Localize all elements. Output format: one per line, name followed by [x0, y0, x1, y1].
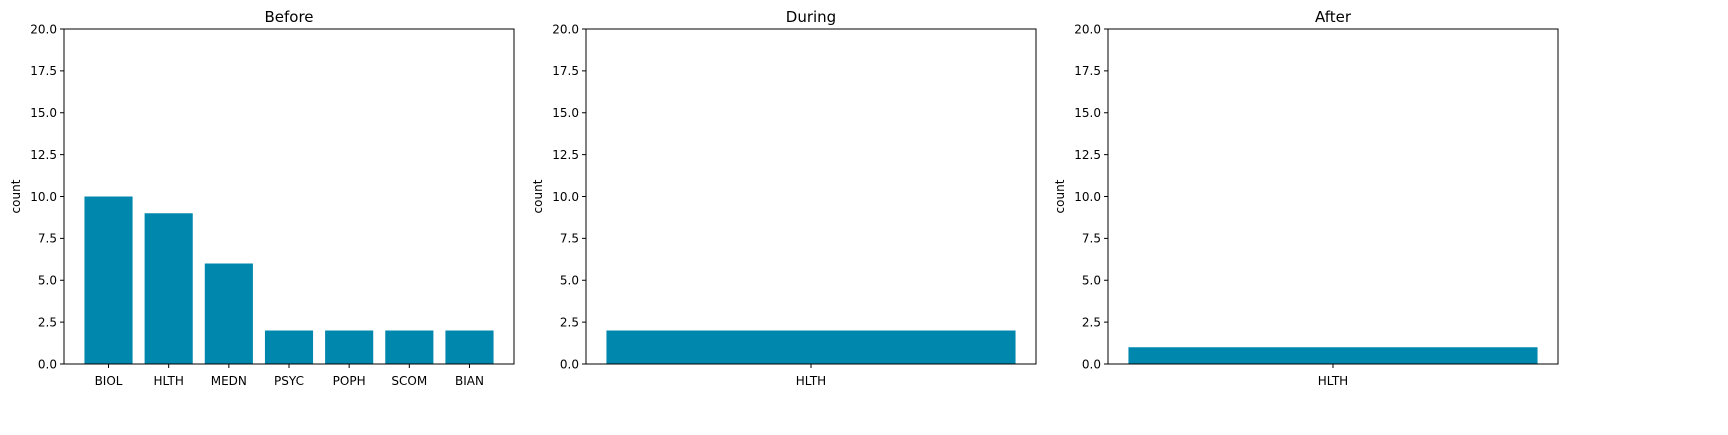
y-tick-label: 20.0 [30, 22, 57, 36]
bar [606, 330, 1016, 364]
y-tick-label: 15.0 [1074, 106, 1101, 120]
axes-frame [585, 28, 1037, 365]
x-tick-label: POPH [333, 374, 366, 388]
y-tick-label: 2.5 [1082, 315, 1101, 329]
axes-frame [1107, 28, 1559, 365]
y-tick-label: 10.0 [552, 190, 579, 204]
x-tick-label: SCOM [391, 374, 427, 388]
x-tick-label: BIOL [95, 374, 123, 388]
axes-frame [63, 28, 515, 365]
y-tick-label: 5.0 [1082, 274, 1101, 288]
x-tick-label: BIAN [455, 374, 484, 388]
bar [445, 330, 494, 364]
y-axis-label: count [531, 179, 545, 213]
x-tick-label: MEDN [211, 374, 247, 388]
chart-panel-3: HLTH 0.0 2.5 5.0 7.5 10.0 12.5 15.0 17.5 20.0 coun… [1053, 8, 1559, 388]
x-tick-label: HLTH [796, 374, 826, 388]
bar [84, 196, 133, 364]
y-axis-label: count [1053, 179, 1067, 213]
x-tick-label: PSYC [274, 374, 304, 388]
chart-panel-1: BIOL HLTH MEDN PSYC POPH SCOM BIAN 0.0 2.5 5.0 7.5… [9, 8, 515, 388]
y-tick-label: 17.5 [552, 64, 579, 78]
y-tick-label: 7.5 [38, 232, 57, 246]
y-tick-label: 17.5 [30, 64, 57, 78]
y-tick-label: 12.5 [552, 148, 579, 162]
y-tick-label: 0.0 [560, 357, 579, 371]
y-tick-label: 17.5 [1074, 64, 1101, 78]
bar [385, 330, 434, 364]
y-tick-label: 20.0 [1074, 22, 1101, 36]
y-tick-label: 7.5 [1082, 232, 1101, 246]
bar [144, 213, 193, 364]
y-tick-label: 15.0 [30, 106, 57, 120]
y-tick-label: 5.0 [38, 274, 57, 288]
y-tick-label: 2.5 [38, 315, 57, 329]
y-tick-label: 12.5 [30, 148, 57, 162]
chart-title: Before [264, 8, 313, 26]
bar [325, 330, 374, 364]
y-tick-label: 10.0 [30, 190, 57, 204]
bar [264, 330, 314, 364]
chart-panel-2: HLTH 0.0 2.5 5.0 7.5 10.0 12.5 15.0 17.5 20.0 coun… [531, 8, 1037, 388]
x-tick-label: HLTH [1318, 374, 1348, 388]
chart-title: During [786, 8, 836, 26]
x-tick-label: HLTH [153, 374, 183, 388]
y-axis-label: count [9, 179, 23, 213]
bar [204, 263, 253, 364]
y-tick-label: 10.0 [1074, 190, 1101, 204]
y-tick-label: 5.0 [560, 274, 579, 288]
y-tick-label: 2.5 [560, 315, 579, 329]
bar [1128, 347, 1538, 364]
y-tick-label: 12.5 [1074, 148, 1101, 162]
y-tick-label: 7.5 [560, 232, 579, 246]
y-tick-label: 0.0 [1082, 357, 1101, 371]
chart-title: After [1315, 8, 1352, 26]
y-tick-label: 0.0 [38, 357, 57, 371]
y-tick-label: 15.0 [552, 106, 579, 120]
y-tick-label: 20.0 [552, 22, 579, 36]
